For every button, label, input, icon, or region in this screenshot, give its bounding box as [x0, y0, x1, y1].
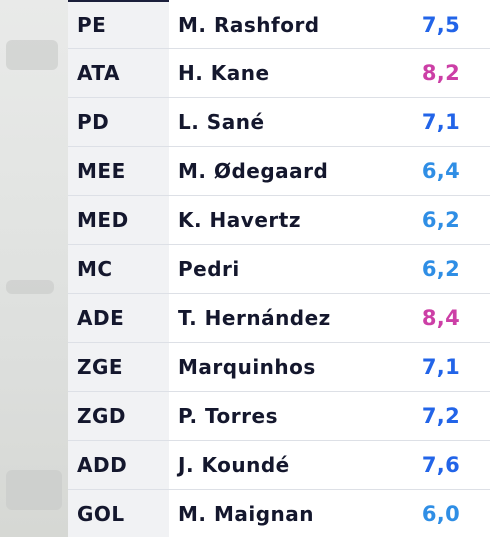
- player-rating: 6,0: [421, 502, 460, 526]
- blurred-shape: [6, 470, 62, 510]
- blurred-shape: [6, 40, 58, 70]
- player-row[interactable]: ATA H. Kane 8,2: [68, 49, 490, 98]
- player-row[interactable]: GOL M. Maignan 6,0: [68, 490, 490, 537]
- player-position: ZGD: [77, 404, 127, 428]
- player-rating: 6,2: [421, 257, 460, 281]
- player-rating: 7,1: [421, 355, 460, 379]
- player-rating: 6,2: [421, 208, 460, 232]
- player-row[interactable]: MC Pedri 6,2: [68, 245, 490, 294]
- player-position: GOL: [77, 502, 125, 526]
- panel-top-edge: [68, 0, 169, 2]
- player-rating: 7,1: [421, 110, 460, 134]
- player-rating: 8,2: [421, 61, 460, 85]
- player-name: Pedri: [178, 257, 240, 281]
- player-row[interactable]: PD L. Sané 7,1: [68, 98, 490, 147]
- player-rating: 8,4: [421, 306, 460, 330]
- player-name: P. Torres: [178, 404, 278, 428]
- player-name: M. Maignan: [178, 502, 315, 526]
- player-position: MC: [77, 257, 113, 281]
- player-ratings-panel: PE M. Rashford 7,5 ATA H. Kane 8,2 PD L. Sané 7,…: [68, 0, 490, 537]
- player-name: L. Sané: [178, 110, 265, 134]
- player-name: J. Koundé: [178, 453, 290, 477]
- player-name: Marquinhos: [178, 355, 316, 379]
- position-column-background: [68, 0, 169, 537]
- player-name: M. Ødegaard: [178, 159, 329, 183]
- blurred-shape: [6, 280, 54, 294]
- player-position: MED: [77, 208, 129, 232]
- player-row[interactable]: ADD J. Koundé 7,6: [68, 441, 490, 490]
- player-rating: 7,5: [421, 13, 460, 37]
- player-position: ZGE: [77, 355, 124, 379]
- player-name: K. Havertz: [178, 208, 301, 232]
- player-row[interactable]: ZGE Marquinhos 7,1: [68, 343, 490, 392]
- player-name: T. Hernández: [178, 306, 331, 330]
- player-position: PE: [77, 13, 107, 37]
- player-position: ATA: [77, 61, 120, 85]
- player-rating: 6,4: [421, 159, 460, 183]
- player-rating: 7,6: [421, 453, 460, 477]
- player-position: MEE: [77, 159, 126, 183]
- player-row[interactable]: MED K. Havertz 6,2: [68, 196, 490, 245]
- blurred-background: [0, 0, 68, 537]
- player-row[interactable]: PE M. Rashford 7,5: [68, 2, 490, 49]
- player-list: PE M. Rashford 7,5 ATA H. Kane 8,2 PD L. Sané 7,…: [68, 2, 490, 537]
- player-position: ADE: [77, 306, 125, 330]
- player-row[interactable]: ADE T. Hernández 8,4: [68, 294, 490, 343]
- player-rating: 7,2: [421, 404, 460, 428]
- player-position: PD: [77, 110, 110, 134]
- player-position: ADD: [77, 453, 128, 477]
- player-name: M. Rashford: [178, 13, 320, 37]
- player-row[interactable]: MEE M. Ødegaard 6,4: [68, 147, 490, 196]
- player-name: H. Kane: [178, 61, 270, 85]
- player-row[interactable]: ZGD P. Torres 7,2: [68, 392, 490, 441]
